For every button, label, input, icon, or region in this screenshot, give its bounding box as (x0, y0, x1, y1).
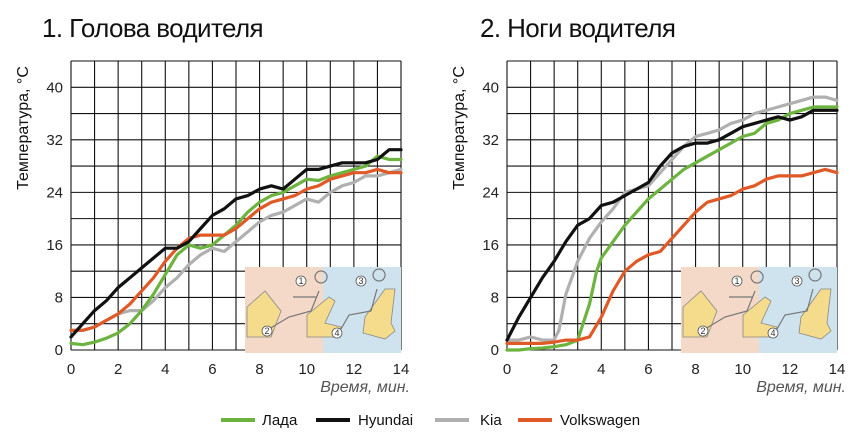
inset-marker-label: 3 (794, 276, 799, 286)
series-line-Volkswagen (505, 167, 839, 345)
dashboard-shape (682, 290, 718, 338)
inset-marker (767, 327, 779, 339)
seat-rear (362, 288, 396, 340)
x-tick-label: 0 (67, 361, 75, 378)
series-lines (69, 148, 403, 347)
x-tick-label: 14 (829, 361, 846, 378)
y-tick-label: 16 (46, 237, 63, 254)
y-tick-label: 24 (482, 184, 499, 201)
x-axis-label: Время, мин. (320, 379, 410, 396)
chart-title: 2. Ноги водителя (480, 13, 675, 43)
seat-diagram-inset: 1 2 3 4 (245, 267, 401, 353)
x-tick-label: 8 (255, 361, 263, 378)
driver-outline (704, 270, 764, 330)
x-tick-label: 12 (782, 361, 799, 378)
legend-item: Лада (221, 412, 298, 429)
inset-marker (791, 275, 803, 287)
seat-front (306, 296, 342, 338)
legend-item: Volkswagen (518, 412, 640, 429)
seat-front (742, 296, 778, 338)
x-tick-label: 2 (114, 361, 122, 378)
y-tick-label: 40 (46, 79, 63, 96)
x-tick-label: 10 (734, 361, 751, 378)
y-tick-label: 32 (482, 132, 499, 149)
passenger-outline (776, 268, 822, 330)
series-line-Volkswagen (69, 167, 403, 332)
inset-marker (261, 325, 273, 337)
x-tick-label: 6 (208, 361, 216, 378)
y-axis-label: Температура, °C (15, 66, 32, 190)
series-line-Kia (69, 167, 403, 332)
series-line-Hyundai (69, 148, 403, 339)
inset-marker-label: 3 (358, 276, 363, 286)
inset-marker-label: 1 (298, 276, 303, 286)
chart-head: 1. Голова водителя Температура, °C Время… (15, 13, 410, 396)
inset-marker (697, 325, 709, 337)
inset-marker (331, 327, 343, 339)
legend: Лада Hyundai Kia Volkswagen (221, 412, 640, 429)
legend-item: Hyundai (316, 412, 413, 429)
seat-diagram-inset: 1 2 3 4 (681, 267, 837, 353)
x-tick-label: 14 (393, 361, 410, 378)
inset-marker (731, 275, 743, 287)
inset-marker-label: 2 (264, 326, 269, 336)
x-tick-label: 4 (161, 361, 169, 378)
legend-item: Kia (435, 412, 502, 429)
y-tick-label: 24 (46, 184, 63, 201)
legend-label: Kia (480, 412, 502, 429)
series-line-Hyundai (505, 108, 839, 342)
x-tick-label: 10 (298, 361, 315, 378)
legend-label: Лада (262, 412, 298, 429)
y-tick-label: 40 (482, 79, 499, 96)
inset-marker (355, 275, 367, 287)
chart-legs: 2. Ноги водителя Температура, °C Время, … (451, 13, 846, 396)
y-tick-label: 32 (46, 132, 63, 149)
inset-marker-label: 4 (770, 328, 775, 338)
y-tick-label: 0 (491, 342, 499, 359)
dashboard-shape (246, 290, 282, 338)
y-tick-label: 8 (55, 289, 63, 306)
y-axis-label: Температура, °C (451, 66, 468, 190)
y-tick-label: 16 (482, 237, 499, 254)
passenger-outline (340, 268, 386, 330)
x-tick-label: 2 (550, 361, 558, 378)
inset-marker (295, 275, 307, 287)
y-tick-label: 8 (491, 289, 499, 306)
x-tick-label: 0 (503, 361, 511, 378)
x-tick-label: 4 (597, 361, 605, 378)
series-line-Kia (505, 95, 839, 342)
x-tick-label: 12 (346, 361, 363, 378)
x-tick-label: 8 (691, 361, 699, 378)
x-tick-label: 6 (644, 361, 652, 378)
x-axis-label: Время, мин. (756, 379, 846, 396)
driver-outline (268, 270, 328, 330)
series-line-Лада (69, 154, 403, 347)
series-lines (505, 95, 839, 352)
seat-rear (798, 288, 832, 340)
legend-label: Hyundai (358, 412, 413, 429)
inset-marker-label: 2 (700, 326, 705, 336)
legend-label: Volkswagen (560, 412, 640, 429)
y-tick-label: 0 (55, 342, 63, 359)
inset-marker-label: 1 (734, 276, 739, 286)
chart-title: 1. Голова водителя (42, 13, 263, 43)
inset-marker-label: 4 (334, 328, 339, 338)
